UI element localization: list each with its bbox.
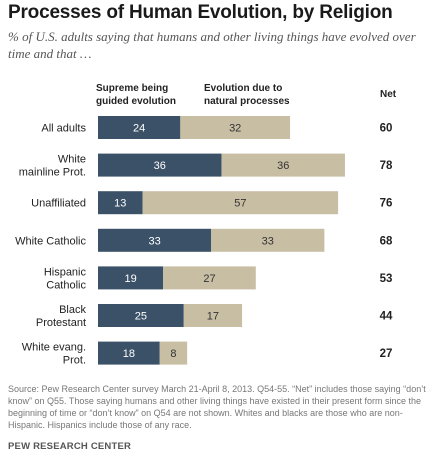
column-header-net: Net bbox=[380, 89, 397, 100]
bar-natural bbox=[180, 116, 291, 139]
brand-label: PEW RESEARCH CENTER bbox=[8, 441, 132, 452]
bar-supreme bbox=[98, 228, 212, 252]
bar-supreme bbox=[98, 116, 181, 139]
bar-natural bbox=[159, 341, 188, 365]
value-label-natural: 57 bbox=[234, 198, 246, 210]
bar-natural bbox=[221, 153, 345, 177]
value-label-natural: 17 bbox=[207, 311, 219, 323]
column-header-supreme: Supreme being guided evolution bbox=[96, 83, 176, 107]
value-label-natural: 33 bbox=[262, 235, 274, 247]
bar-natural bbox=[163, 266, 256, 290]
net-value: 27 bbox=[380, 348, 393, 360]
value-label-supreme: 24 bbox=[133, 123, 145, 135]
value-label-supreme: 33 bbox=[148, 235, 160, 247]
value-label-supreme: 13 bbox=[114, 198, 126, 210]
column-header-natural: Evolution due to natural processes bbox=[204, 83, 290, 107]
value-label-natural: 36 bbox=[277, 160, 289, 172]
value-label-natural: 27 bbox=[203, 273, 215, 285]
net-value: 60 bbox=[380, 123, 393, 135]
stacked-bar-chart: All adults 24 32 60 White mainline Prot. 36 36 7… bbox=[15, 116, 393, 367]
bar-supreme bbox=[98, 266, 164, 290]
category-label: Unaffiliated bbox=[31, 198, 86, 210]
value-label-natural: 32 bbox=[229, 123, 241, 135]
category-label: All adults bbox=[41, 123, 86, 135]
source-footnote: Source: Pew Research Center survey March… bbox=[8, 384, 426, 430]
net-value: 68 bbox=[380, 235, 393, 247]
net-value: 53 bbox=[380, 273, 393, 285]
bar-supreme bbox=[98, 304, 184, 327]
value-label-supreme: 25 bbox=[135, 311, 147, 323]
bar-natural bbox=[211, 228, 325, 252]
bar-supreme bbox=[98, 191, 143, 215]
value-label-supreme: 36 bbox=[154, 160, 166, 172]
category-label: White evang. Prot. bbox=[22, 342, 86, 367]
bar-supreme bbox=[98, 341, 160, 365]
category-label: Hispanic Catholic bbox=[44, 266, 87, 291]
chart-subtitle: % of U.S. adults saying that humans and … bbox=[8, 29, 416, 61]
chart-title: Processes of Human Evolution, by Religio… bbox=[8, 2, 393, 23]
bar-natural bbox=[142, 191, 339, 215]
bar-natural bbox=[183, 304, 243, 327]
category-label: White mainline Prot. bbox=[19, 154, 86, 179]
value-label-supreme: 18 bbox=[123, 348, 135, 360]
net-value: 76 bbox=[380, 198, 393, 210]
category-label: Black Protestant bbox=[36, 304, 87, 329]
value-label-natural: 8 bbox=[170, 348, 176, 360]
net-value: 44 bbox=[380, 311, 393, 323]
category-label: White Catholic bbox=[15, 235, 86, 247]
net-value: 78 bbox=[380, 160, 393, 172]
bar-supreme bbox=[98, 153, 222, 177]
value-label-supreme: 19 bbox=[124, 273, 136, 285]
